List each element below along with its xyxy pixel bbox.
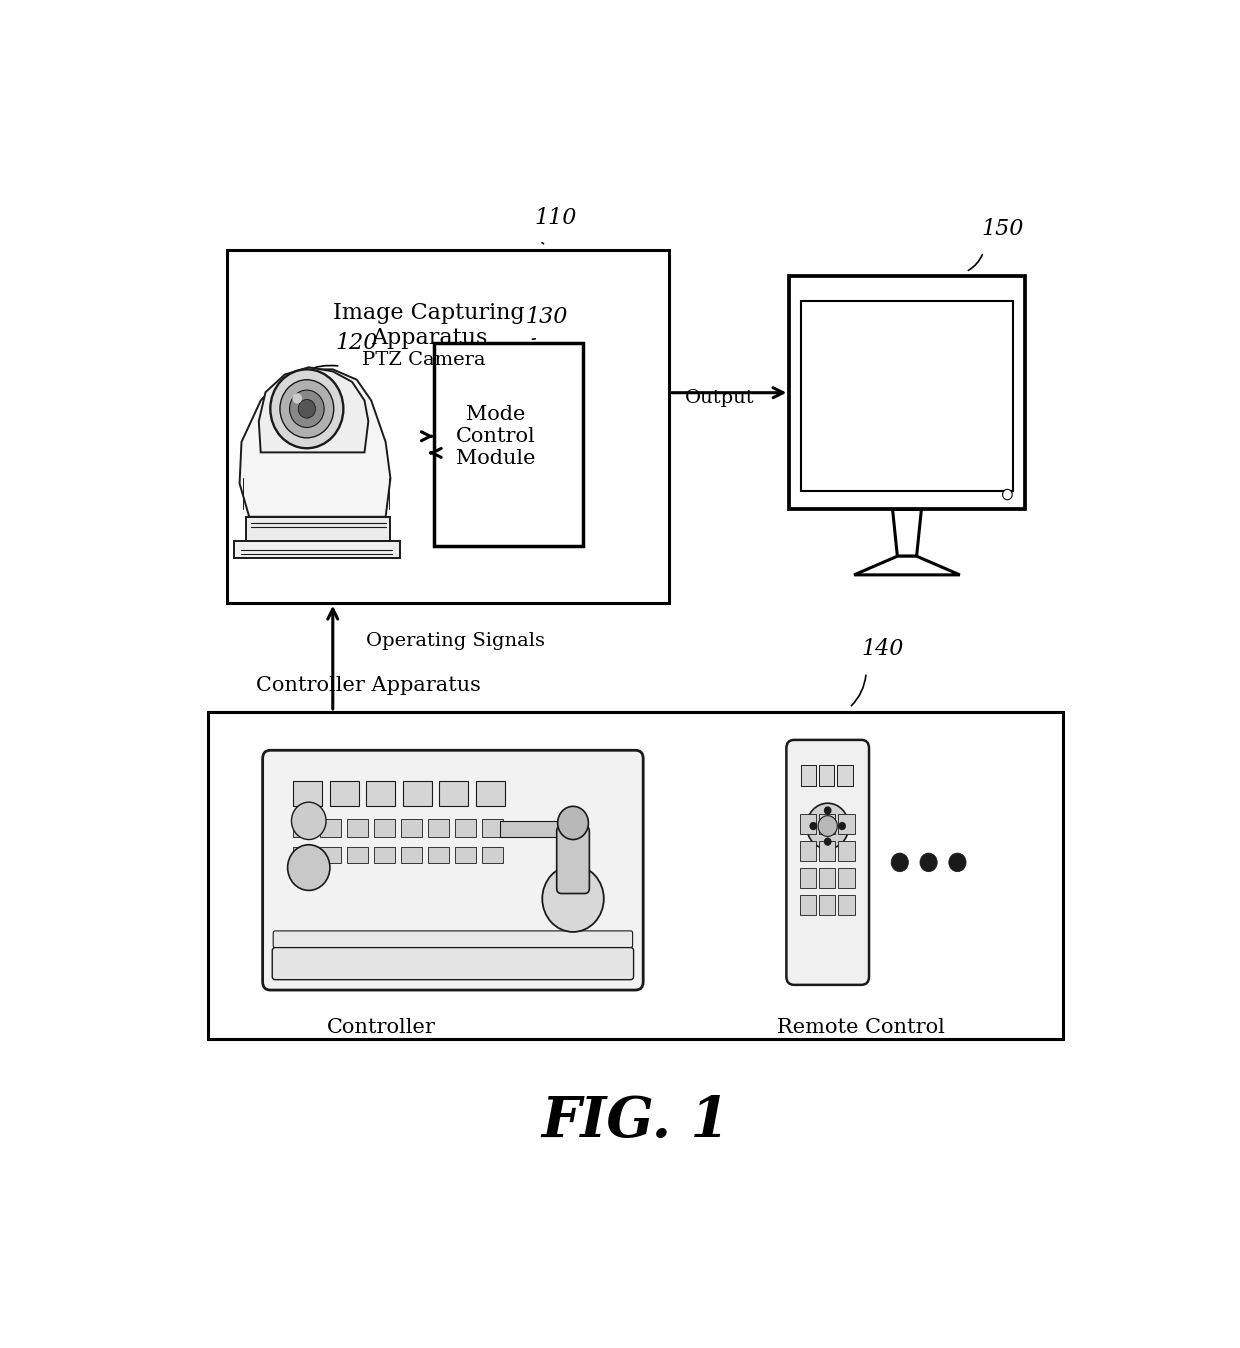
Text: Operating Signals: Operating Signals bbox=[367, 632, 546, 650]
FancyBboxPatch shape bbox=[557, 826, 589, 894]
FancyBboxPatch shape bbox=[838, 895, 854, 915]
Circle shape bbox=[838, 822, 846, 830]
Circle shape bbox=[823, 837, 832, 845]
Circle shape bbox=[810, 822, 817, 830]
FancyBboxPatch shape bbox=[227, 249, 670, 603]
FancyBboxPatch shape bbox=[294, 818, 315, 837]
FancyBboxPatch shape bbox=[800, 895, 816, 915]
FancyBboxPatch shape bbox=[263, 751, 644, 989]
Text: Controller Apparatus: Controller Apparatus bbox=[255, 675, 481, 694]
Circle shape bbox=[949, 853, 966, 872]
Polygon shape bbox=[259, 367, 368, 453]
FancyBboxPatch shape bbox=[800, 841, 816, 861]
FancyBboxPatch shape bbox=[273, 931, 632, 948]
Text: PTZ Camera: PTZ Camera bbox=[362, 352, 485, 369]
Text: FIG. 1: FIG. 1 bbox=[542, 1095, 729, 1150]
FancyBboxPatch shape bbox=[374, 847, 396, 864]
Text: 120: 120 bbox=[336, 332, 378, 353]
FancyBboxPatch shape bbox=[789, 276, 1024, 510]
FancyBboxPatch shape bbox=[820, 814, 836, 834]
FancyBboxPatch shape bbox=[800, 814, 816, 834]
Text: 150: 150 bbox=[982, 217, 1024, 240]
FancyBboxPatch shape bbox=[801, 764, 816, 786]
FancyBboxPatch shape bbox=[347, 818, 368, 837]
Polygon shape bbox=[234, 541, 401, 558]
FancyBboxPatch shape bbox=[273, 948, 634, 980]
Text: 110: 110 bbox=[534, 208, 577, 229]
FancyBboxPatch shape bbox=[294, 782, 322, 806]
FancyBboxPatch shape bbox=[800, 868, 816, 888]
Circle shape bbox=[920, 853, 937, 872]
Circle shape bbox=[823, 806, 832, 814]
Polygon shape bbox=[854, 557, 960, 574]
FancyBboxPatch shape bbox=[439, 782, 469, 806]
Circle shape bbox=[270, 369, 343, 449]
FancyBboxPatch shape bbox=[455, 847, 476, 864]
Polygon shape bbox=[247, 516, 391, 541]
FancyBboxPatch shape bbox=[428, 847, 449, 864]
FancyBboxPatch shape bbox=[476, 782, 505, 806]
FancyBboxPatch shape bbox=[838, 868, 854, 888]
FancyBboxPatch shape bbox=[403, 782, 432, 806]
Circle shape bbox=[892, 853, 909, 872]
Circle shape bbox=[818, 816, 837, 836]
Circle shape bbox=[558, 806, 589, 840]
FancyBboxPatch shape bbox=[801, 301, 1013, 491]
FancyBboxPatch shape bbox=[481, 847, 503, 864]
FancyBboxPatch shape bbox=[820, 868, 836, 888]
FancyBboxPatch shape bbox=[838, 841, 854, 861]
FancyBboxPatch shape bbox=[320, 847, 341, 864]
FancyBboxPatch shape bbox=[401, 818, 422, 837]
Circle shape bbox=[298, 399, 315, 418]
Circle shape bbox=[291, 802, 326, 840]
FancyBboxPatch shape bbox=[838, 814, 854, 834]
Text: Remote Control: Remote Control bbox=[777, 1018, 945, 1037]
FancyBboxPatch shape bbox=[320, 818, 341, 837]
FancyBboxPatch shape bbox=[434, 344, 583, 546]
FancyBboxPatch shape bbox=[500, 821, 569, 837]
FancyBboxPatch shape bbox=[820, 764, 835, 786]
FancyBboxPatch shape bbox=[837, 764, 853, 786]
Text: 130: 130 bbox=[525, 306, 568, 328]
FancyBboxPatch shape bbox=[820, 841, 836, 861]
Text: Output: Output bbox=[686, 390, 755, 407]
Circle shape bbox=[1003, 489, 1012, 500]
FancyBboxPatch shape bbox=[367, 782, 396, 806]
Circle shape bbox=[288, 845, 330, 891]
Text: 140: 140 bbox=[862, 638, 904, 661]
Polygon shape bbox=[893, 510, 921, 557]
Text: Controller: Controller bbox=[326, 1018, 435, 1037]
FancyBboxPatch shape bbox=[401, 847, 422, 864]
FancyBboxPatch shape bbox=[820, 895, 836, 915]
Circle shape bbox=[280, 380, 334, 438]
FancyBboxPatch shape bbox=[330, 782, 358, 806]
FancyBboxPatch shape bbox=[208, 712, 1063, 1039]
Circle shape bbox=[806, 803, 849, 849]
FancyBboxPatch shape bbox=[428, 818, 449, 837]
Circle shape bbox=[293, 394, 303, 403]
FancyBboxPatch shape bbox=[455, 818, 476, 837]
Circle shape bbox=[542, 865, 604, 931]
FancyBboxPatch shape bbox=[347, 847, 368, 864]
FancyBboxPatch shape bbox=[481, 818, 503, 837]
FancyBboxPatch shape bbox=[786, 740, 869, 985]
Text: Mode
Control
Module: Mode Control Module bbox=[456, 406, 536, 468]
Polygon shape bbox=[239, 369, 391, 516]
Text: Image Capturing
Apparatus: Image Capturing Apparatus bbox=[334, 302, 525, 349]
FancyBboxPatch shape bbox=[294, 847, 315, 864]
Circle shape bbox=[289, 390, 324, 427]
FancyBboxPatch shape bbox=[374, 818, 396, 837]
